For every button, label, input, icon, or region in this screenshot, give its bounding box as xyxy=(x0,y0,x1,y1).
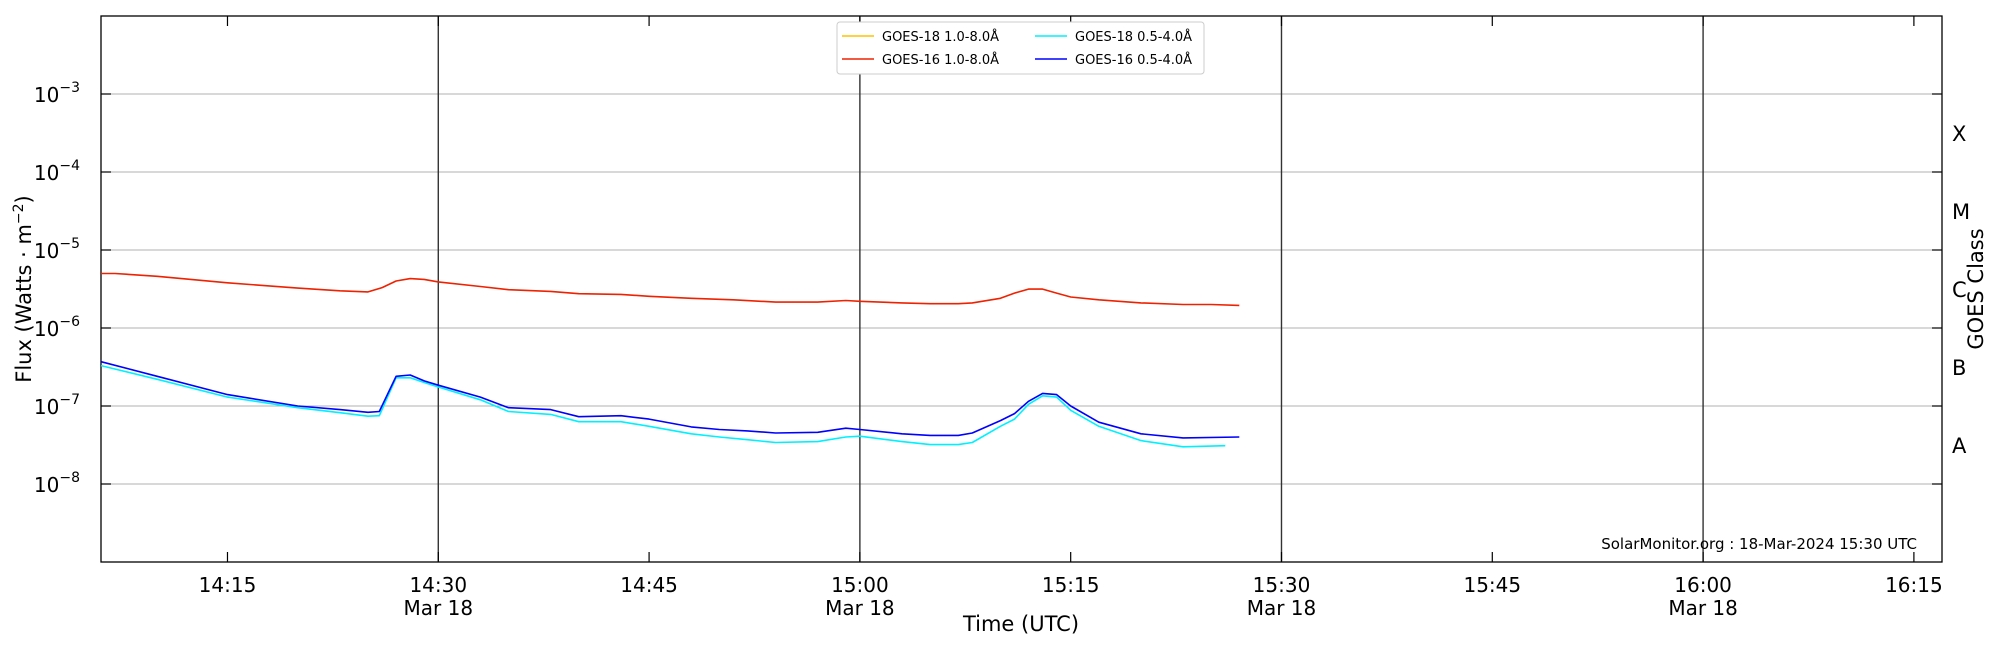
legend-box xyxy=(836,21,1205,75)
x-tick-date-label: Mar 18 xyxy=(825,596,895,620)
legend: GOES-18 1.0-8.0Å GOES-16 1.0-8.0Å GOES-18 … xyxy=(836,21,1205,75)
x-tick-label: 15:30 xyxy=(1253,573,1311,597)
y-tick-label: 10−5 xyxy=(34,236,80,263)
goes-class-m: M xyxy=(1952,200,1970,224)
x-tick-label: 15:15 xyxy=(1042,573,1100,597)
goes-class-c: C xyxy=(1952,278,1967,302)
goes-class-labels: A B C M X xyxy=(1952,122,1970,458)
x-axis-label: Time (UTC) xyxy=(962,612,1079,636)
x-tick-label: 14:45 xyxy=(620,573,678,597)
x-tick-label: 15:00 xyxy=(831,573,889,597)
goes-class-x: X xyxy=(1952,122,1966,146)
credit-text: SolarMonitor.org : 18-Mar-2024 15:30 UTC xyxy=(1601,535,1917,553)
x-tick-date-label: Mar 18 xyxy=(1247,596,1317,620)
legend-entry: GOES-18 1.0-8.0Å xyxy=(882,29,999,45)
legend-entry: GOES-18 0.5-4.0Å xyxy=(1075,29,1192,45)
goes-class-b: B xyxy=(1952,356,1966,380)
y-tick-label: 10−4 xyxy=(34,158,80,185)
horizontal-gridlines xyxy=(101,93,1942,485)
legend-entry: GOES-16 1.0-8.0Å xyxy=(882,52,999,68)
goes-class-a: A xyxy=(1952,434,1967,458)
x-tick-date-label: Mar 18 xyxy=(1668,596,1738,620)
x-tick-date-label: Mar 18 xyxy=(404,596,474,620)
x-tick-label: 14:15 xyxy=(199,573,257,597)
day-marker-lines xyxy=(437,16,1704,562)
legend-entry: GOES-16 0.5-4.0Å xyxy=(1075,52,1192,68)
right-axis-label: GOES Class xyxy=(1964,228,1988,349)
y-axis-ticks: 10−8 10−7 10−6 10−5 10−4 10−3 xyxy=(34,80,1942,497)
series-line-1 xyxy=(101,272,1240,307)
y-tick-label: 10−6 xyxy=(34,314,80,341)
x-tick-label: 14:30 xyxy=(409,573,467,597)
y-tick-label: 10−3 xyxy=(34,80,80,107)
x-tick-label: 15:45 xyxy=(1463,573,1521,597)
y-tick-label: 10−8 xyxy=(34,470,80,497)
series-line-2 xyxy=(100,364,1226,448)
plot-frame xyxy=(100,15,1943,563)
series-lines xyxy=(100,272,1240,448)
y-tick-label: 10−7 xyxy=(34,392,80,419)
series-line-3 xyxy=(100,360,1240,439)
x-tick-label: 16:15 xyxy=(1885,573,1943,597)
y-axis-label: Flux (Watts · m−2) xyxy=(11,195,36,383)
x-tick-label: 16:00 xyxy=(1674,573,1732,597)
